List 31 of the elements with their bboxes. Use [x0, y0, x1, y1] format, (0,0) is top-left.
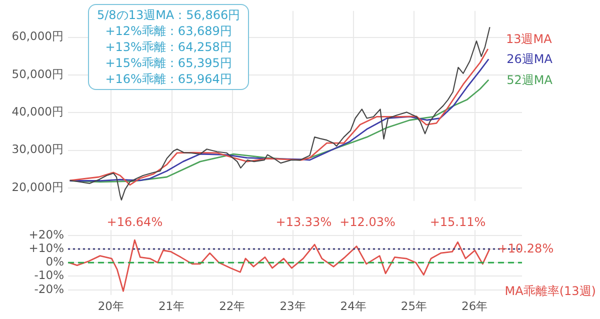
x-tick-label: 25年	[400, 299, 428, 314]
y-tick-label: 0%	[46, 254, 64, 269]
y-tick-label: 50,000円	[12, 66, 64, 81]
series-label: 52週MA	[506, 72, 554, 87]
y-tick-label: -10%	[34, 268, 64, 282]
annotation: +13.33%	[276, 215, 332, 229]
series-label: 26週MA	[506, 52, 554, 66]
x-tick-label: 22年	[219, 299, 246, 314]
y-tick-label: -20%	[34, 282, 64, 296]
annotation: +10.28%	[498, 242, 554, 256]
x-tick-label: 20年	[98, 299, 124, 314]
y-tick-label: 30,000円	[12, 142, 64, 156]
x-tick-label: 26年	[462, 299, 488, 314]
x-tick-label: 23年	[280, 299, 306, 314]
annotation: +12%乖離：63,689円	[104, 23, 233, 39]
annotation: 5/8の13週MA：56,866円	[97, 7, 240, 23]
y-tick-label: 20,000円	[12, 180, 64, 194]
y-tick-label: 40,000円	[12, 104, 64, 119]
annotation: +15%乖離：65,395円	[104, 55, 233, 71]
annotation: +13%乖離：64,258円	[104, 39, 233, 55]
x-tick-label: 21年	[158, 299, 186, 314]
annotation: +16%乖離：65,964円	[104, 71, 233, 87]
annotation: +16.64%	[106, 215, 163, 229]
y-tick-label: 60,000円	[12, 29, 64, 44]
annotation: +12.03%	[340, 215, 396, 229]
series-label: 13週MA	[506, 32, 553, 46]
x-tick-label: 24年	[340, 299, 367, 314]
annotation: +15.11%	[430, 215, 486, 229]
y-tick-label: +20%	[28, 227, 64, 242]
text: MA乖離率(13週)	[504, 284, 596, 298]
y-tick-label: +10%	[28, 241, 64, 255]
